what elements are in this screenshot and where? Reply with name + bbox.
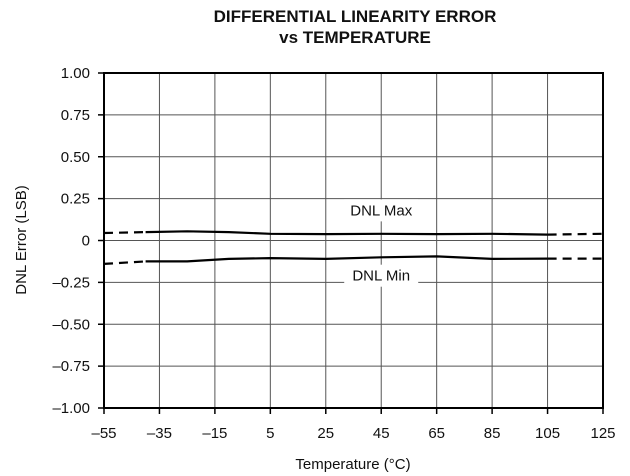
dnl-min-label: DNL Min: [352, 268, 410, 285]
x-tick-label: 125: [590, 425, 615, 442]
y-tick-label: 1.00: [61, 65, 90, 82]
series: [103, 230, 604, 265]
y-tick-label: –0.50: [52, 316, 90, 333]
grid: [103, 72, 604, 409]
x-tick-label: –35: [147, 425, 172, 442]
x-tick-label: –15: [202, 425, 227, 442]
y-tick-label: 0.75: [61, 107, 90, 124]
y-tick-label: 0.25: [61, 191, 90, 208]
dnl-max-line: [145, 230, 548, 236]
ticks: –55 –35 –15 5 25 45 65 85 105 125 1.00 0.75 0.50 0.25…: [52, 65, 615, 442]
x-tick-label: –55: [91, 425, 116, 442]
x-tick-label: 105: [535, 425, 560, 442]
dnl-max-label-background: [344, 199, 419, 222]
x-tick-label: 25: [317, 425, 334, 442]
chart-title: DIFFERENTIAL LINEARITY ERROR: [214, 7, 497, 26]
dnl-max-dashed-right: [547, 232, 604, 236]
x-tick-label: 65: [428, 425, 445, 442]
x-tick-label: 5: [266, 425, 274, 442]
chart-subtitle: vs TEMPERATURE: [279, 28, 431, 47]
x-tick-label: 45: [373, 425, 390, 442]
dnl-max-label: DNL Max: [350, 202, 412, 219]
dnl-min-line: [145, 255, 548, 263]
dnl-min-dashed-left: [103, 260, 146, 265]
y-axis-label: DNL Error (LSB): [13, 185, 30, 294]
dnl-min-label-background: [344, 264, 419, 287]
y-tick-label: –1.00: [52, 400, 90, 417]
y-tick-label: –0.25: [52, 274, 90, 291]
annotations: DNL Max DNL Min: [344, 199, 419, 287]
y-tick-label: 0: [82, 233, 90, 250]
y-tick-label: –0.75: [52, 358, 90, 375]
dnl-max-dashed-left: [103, 231, 146, 235]
x-tick-label: 85: [484, 425, 501, 442]
y-tick-label: 0.50: [61, 149, 90, 166]
x-axis-label: Temperature (°C): [295, 456, 410, 473]
